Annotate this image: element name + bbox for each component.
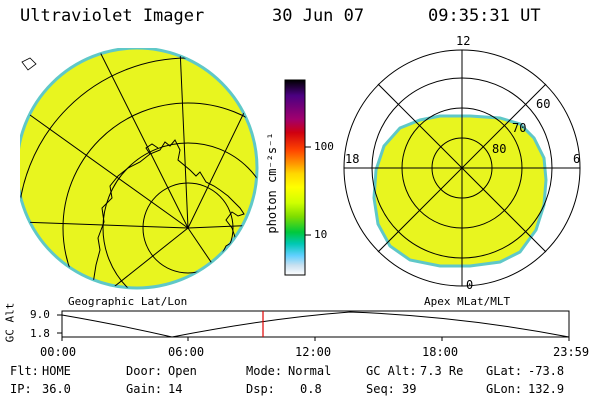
flight-key: Flt: <box>10 364 39 378</box>
mode-key: Mode: <box>246 364 283 378</box>
geographic-map-label: Geographic Lat/Lon <box>68 295 188 308</box>
geo-image-disk <box>20 48 259 290</box>
observation-time: 09:35:31 UT <box>428 6 541 26</box>
mode-value: Normal <box>288 364 332 378</box>
mlat-label-60: 60 <box>536 97 551 111</box>
colorbar-tick-10: 10 <box>314 228 328 241</box>
colorbar <box>284 79 311 276</box>
altitude-xtick-1800: 18:00 <box>422 345 459 359</box>
seq-value: 39 <box>402 382 417 396</box>
altitude-xtick-2359: 23:59 <box>553 345 590 359</box>
apex-polar-map <box>343 49 581 287</box>
door-key: Door: <box>126 364 163 378</box>
gc-alt-value: 7.3 Re <box>420 364 464 378</box>
gain-value: 14 <box>168 382 183 396</box>
altitude-xtick-1200: 12:00 <box>295 345 332 359</box>
mlt-label-0: 0 <box>466 278 474 292</box>
altitude-plot <box>57 310 570 341</box>
mlat-label-70: 70 <box>512 121 527 135</box>
altitude-curve <box>61 311 570 338</box>
mlt-label-12: 12 <box>456 34 471 48</box>
apex-map-label: Apex MLat/MLT <box>424 295 511 308</box>
altitude-ytick-low: 1.8 <box>30 327 50 340</box>
glon-key: GLon: <box>486 382 523 396</box>
dsp-value: 0.8 <box>300 382 322 396</box>
mlt-label-6: 6 <box>573 152 581 166</box>
seq-key: Seq: <box>366 382 395 396</box>
colorbar-unit-label: photon cm⁻²s⁻¹ <box>265 132 279 234</box>
ip-value: 36.0 <box>42 382 71 396</box>
mlat-label-80: 80 <box>492 142 507 156</box>
gc-alt-key: GC Alt: <box>366 364 417 378</box>
altitude-xtick-0600: 06:00 <box>168 345 205 359</box>
colorbar-tick-100: 100 <box>314 140 334 153</box>
glat-key: GLat: <box>486 364 523 378</box>
instrument-title: Ultraviolet Imager <box>20 6 205 26</box>
flight-value: HOME <box>42 364 71 378</box>
altitude-ytick-high: 9.0 <box>30 308 50 321</box>
observation-date: 30 Jun 07 <box>272 6 365 26</box>
altitude-ylabel: GC Alt <box>3 302 17 343</box>
altitude-xtick-0000: 00:00 <box>40 345 77 359</box>
glon-value: 132.9 <box>528 382 565 396</box>
glat-value: -73.8 <box>528 364 565 378</box>
geographic-map <box>20 48 259 290</box>
gain-key: Gain: <box>126 382 163 396</box>
mlt-label-18: 18 <box>345 152 360 166</box>
door-value: Open <box>168 364 197 378</box>
dsp-key: Dsp: <box>246 382 275 396</box>
apex-image-blob <box>372 114 548 268</box>
ip-key: IP: <box>10 382 32 396</box>
